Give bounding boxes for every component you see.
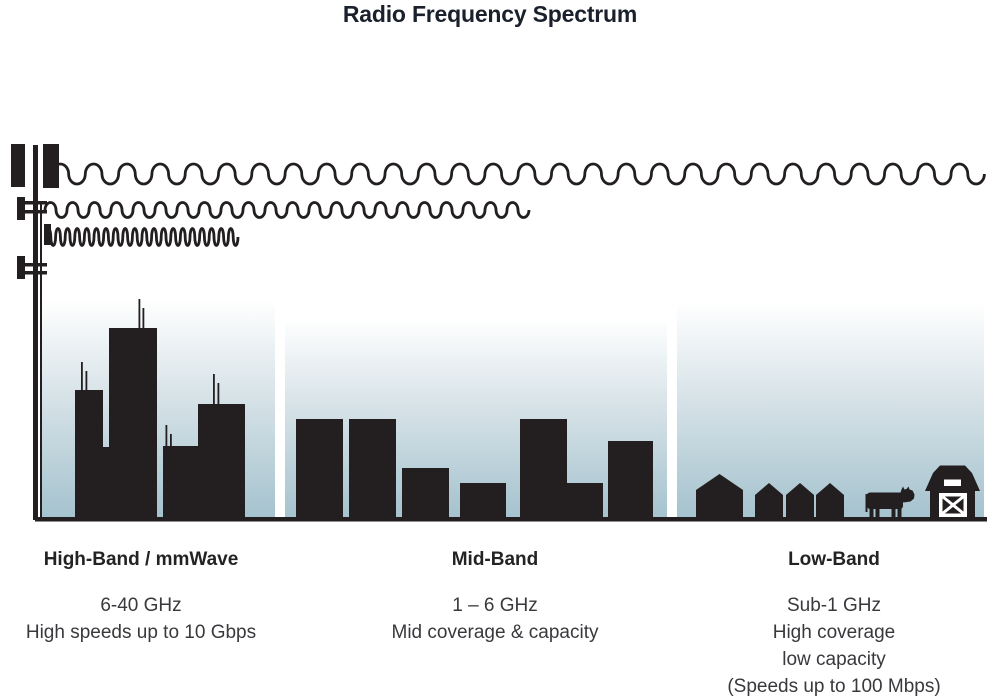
building [608, 441, 653, 521]
building [520, 419, 567, 521]
ground-line [35, 517, 987, 522]
building-antenna [170, 434, 172, 446]
band-label-high: High-Band / mmWave 6-40 GHz High speeds … [11, 550, 271, 646]
house [696, 474, 743, 521]
page-title: Radio Frequency Spectrum [342, 1, 638, 27]
building [402, 468, 449, 521]
high-band-short-wave [44, 227, 240, 247]
building [567, 483, 603, 521]
building-antenna [142, 308, 145, 328]
building [101, 447, 110, 521]
building-antenna [213, 374, 215, 404]
band-name-high: High-Band / mmWave [43, 549, 239, 570]
band-high-frequency: 6-40 GHz [100, 595, 182, 616]
band-low-description-1: High coverage [772, 622, 896, 643]
building [460, 483, 506, 521]
sky-gradient-blocks [42, 300, 984, 519]
band-label-mid: Mid-Band 1 – 6 GHz Mid coverage & capaci… [345, 550, 645, 646]
band-low-frequency: Sub-1 GHz [787, 595, 881, 616]
building-antenna [217, 383, 220, 404]
building-antenna [165, 425, 168, 446]
building [109, 328, 157, 521]
house [755, 483, 783, 521]
house [786, 483, 814, 521]
band-mid-frequency: 1 – 6 GHz [452, 595, 538, 616]
building [296, 419, 343, 521]
house [816, 483, 844, 521]
cell-tower-icon [11, 144, 59, 520]
building-antenna [85, 371, 88, 390]
band-low-description-3: (Speeds up to 100 Mbps) [727, 676, 941, 697]
building [75, 390, 103, 521]
building-antenna [138, 299, 141, 328]
ground-line [35, 517, 987, 522]
building [349, 419, 396, 521]
cow-icon [865, 486, 915, 520]
band-name-mid: Mid-Band [451, 549, 539, 570]
band-name-low: Low-Band [788, 549, 880, 570]
mid-band-medium-wave [43, 201, 531, 219]
radio-waves [43, 162, 986, 247]
band-mid-description: Mid coverage & capacity [391, 622, 599, 643]
building [163, 446, 198, 521]
band-low-description-2: low capacity [782, 649, 886, 670]
band-high-description: High speeds up to 10 Gbps [25, 622, 257, 643]
building-antenna [81, 362, 83, 390]
low-band-long-wave [50, 162, 986, 186]
city-skylines [75, 299, 844, 521]
barn-icon [925, 465, 980, 520]
band-label-low: Low-Band Sub-1 GHz High coverage low cap… [684, 550, 984, 700]
building [198, 404, 245, 521]
